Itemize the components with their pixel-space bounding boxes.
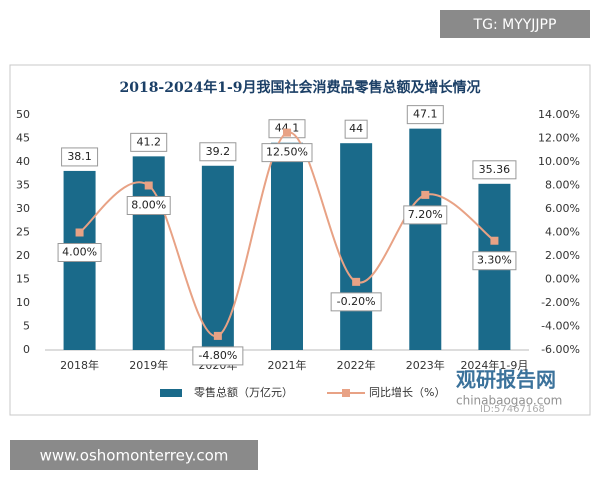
bar xyxy=(201,165,234,350)
y-tick-label: 5 xyxy=(23,320,30,333)
x-tick-label: 2023年 xyxy=(406,358,445,372)
x-tick-label: 2021年 xyxy=(268,358,307,372)
y-tick-label: 0 xyxy=(23,343,30,356)
y-tick-label: 15 xyxy=(16,273,30,286)
data-label: 38.1 xyxy=(67,150,92,163)
data-label: 39.2 xyxy=(206,145,231,158)
marker xyxy=(144,181,153,190)
data-label-box xyxy=(472,160,517,180)
y2-tick-label: 0.00% xyxy=(545,273,580,286)
y2-tick-label: 2.00% xyxy=(545,249,580,262)
data-label: 12.50% xyxy=(266,146,308,159)
marker xyxy=(213,331,222,340)
data-label-box xyxy=(130,132,168,152)
data-label-box xyxy=(199,142,237,162)
marker xyxy=(490,236,499,245)
bar xyxy=(271,142,303,350)
data-label: 41.2 xyxy=(136,135,161,148)
y2-tick-label: 6.00% xyxy=(545,202,580,215)
y-tick-label: 40 xyxy=(16,155,30,168)
data-label-box xyxy=(126,196,171,215)
tag-box xyxy=(440,10,590,38)
chart-title: 2018-2024年1-9月我国社会消费品零售总额及增长情况 xyxy=(119,79,480,96)
website: www.oshomonterrey.com xyxy=(40,447,229,465)
y-tick-label: 30 xyxy=(16,202,30,215)
data-label-box xyxy=(261,143,313,163)
data-label-box xyxy=(472,251,517,271)
y2-tick-label: -6.00% xyxy=(541,343,580,356)
y-tick-label: 25 xyxy=(16,226,30,239)
y2-tick-label: 14.00% xyxy=(538,108,580,121)
data-label-box xyxy=(406,105,444,125)
y-tick-label: 45 xyxy=(16,132,30,145)
bar xyxy=(409,128,442,350)
watermark: ID:57467168 xyxy=(480,404,545,415)
y-tick-label: 10 xyxy=(16,296,30,309)
y2-tick-label: 12.00% xyxy=(538,132,580,145)
legend-swatch xyxy=(160,389,182,397)
data-label-box xyxy=(192,346,244,366)
marker xyxy=(352,277,361,286)
x-tick-label: 2018年 xyxy=(60,358,99,372)
data-label: 8.00% xyxy=(131,199,166,212)
data-label: -0.20% xyxy=(337,295,376,308)
marker xyxy=(75,228,84,237)
website-box xyxy=(10,440,258,470)
x-tick-label: 2024年1-9月 xyxy=(460,358,528,372)
data-label-box xyxy=(61,147,99,167)
y2-tick-label: -4.00% xyxy=(541,320,580,333)
y2-tick-label: 10.00% xyxy=(538,155,580,168)
watermark: chinabaogao.com xyxy=(456,394,562,408)
marker xyxy=(283,128,291,137)
data-label: 44 xyxy=(349,122,363,135)
data-label: -4.80% xyxy=(198,349,237,362)
data-label: 3.30% xyxy=(477,254,512,267)
data-label: 4.00% xyxy=(62,246,97,259)
data-label: 44.1 xyxy=(275,122,300,135)
watermark: 观研报告网 xyxy=(456,368,556,392)
x-tick-label: 2022年 xyxy=(337,358,376,372)
y2-tick-label: 4.00% xyxy=(545,226,580,239)
data-label: 7.20% xyxy=(408,208,443,221)
data-label: 35.36 xyxy=(479,163,511,176)
data-label-box xyxy=(403,205,448,225)
y2-tick-label: -2.00% xyxy=(541,296,580,309)
y2-tick-label: 8.00% xyxy=(545,179,580,192)
data-label-box xyxy=(57,243,102,262)
data-label-box xyxy=(344,119,368,139)
tag: TG: MYYJJPP xyxy=(473,17,557,33)
legend-label: 零售总额（万亿元） xyxy=(194,385,293,399)
marker xyxy=(421,190,430,199)
data-label-box xyxy=(330,292,382,312)
legend-swatch xyxy=(342,389,350,397)
data-label: 47.1 xyxy=(413,108,438,121)
legend-label: 同比增长（%） xyxy=(369,385,445,399)
x-tick-label: 2019年 xyxy=(129,358,168,372)
y-tick-label: 35 xyxy=(16,179,30,192)
bar xyxy=(340,143,373,350)
y-tick-label: 50 xyxy=(16,108,30,121)
y-tick-label: 20 xyxy=(16,249,30,262)
